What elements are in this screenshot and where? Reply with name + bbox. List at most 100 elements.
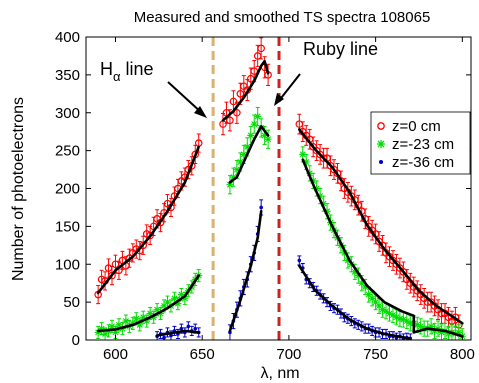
- data-point: [257, 44, 265, 53]
- y-tick-label: 100: [55, 256, 80, 273]
- data-point-stroke: [133, 315, 140, 322]
- annotation-ruby-label: Ruby line: [303, 39, 378, 59]
- data-point: [139, 241, 148, 250]
- data-point-stroke: [240, 151, 247, 158]
- data-point: [162, 335, 166, 340]
- y-tick-label: 350: [55, 67, 80, 84]
- data-point: [247, 131, 255, 139]
- x-axis-label: λ, nm: [260, 365, 299, 382]
- data-point-stroke: [400, 316, 407, 323]
- data-point-stroke: [171, 295, 178, 302]
- annotation-halpha-arrow: [167, 81, 204, 115]
- y-tick-label: 300: [55, 105, 80, 122]
- data-point-stroke: [115, 321, 122, 328]
- data-point: [254, 113, 262, 121]
- smoothed-line-z23: [228, 125, 270, 184]
- data-point-stroke: [237, 158, 244, 165]
- data-point: [233, 108, 241, 117]
- legend-label-z36: z=-36 cm: [392, 154, 454, 171]
- data-point: [226, 116, 234, 125]
- legend-label-z0: z=0 cm: [392, 118, 441, 135]
- data-point: [365, 291, 373, 299]
- data-point-stroke: [247, 132, 254, 139]
- annotation-halpha-h: H: [100, 59, 113, 79]
- data-point-stroke: [230, 174, 237, 181]
- chart-title: Measured and smoothed TS spectra 108065: [134, 9, 431, 26]
- smoothed-line-z0: [96, 145, 200, 295]
- data-point-stroke: [178, 291, 185, 298]
- x-tick-label: 700: [276, 346, 301, 363]
- data-point-stroke: [244, 143, 251, 150]
- data-point-stroke: [109, 323, 116, 330]
- axis-ticks: 600 650 700 750 800 0 50 100 150 200 250 300 350 400: [55, 29, 475, 363]
- legend-marker-point: [379, 160, 383, 164]
- annotation-ruby-arrowhead: [274, 93, 284, 106]
- data-point-stroke: [379, 306, 386, 313]
- y-tick-label: 150: [55, 218, 80, 235]
- y-tick-label: 250: [55, 143, 80, 160]
- plot-content: [94, 37, 466, 340]
- data-point-stroke: [122, 318, 129, 325]
- annotation-halpha-subscript: α: [113, 69, 121, 84]
- x-tick-label: 650: [190, 346, 215, 363]
- data-point-stroke: [383, 308, 390, 315]
- data-point: [108, 271, 116, 280]
- smoothed-line-z0: [297, 128, 464, 325]
- annotation-halpha: Hα line: [100, 59, 207, 118]
- smoothed-line-z36: [228, 209, 263, 333]
- x-tick-label: 800: [450, 346, 475, 363]
- data-point-stroke: [147, 310, 154, 317]
- smoothed-line-z0: [221, 59, 270, 122]
- annotation-halpha-arrowhead: [194, 106, 207, 118]
- data-point: [250, 120, 258, 128]
- x-tick-label: 750: [363, 346, 388, 363]
- data-point-stroke: [414, 321, 421, 328]
- data-point-stroke: [140, 314, 147, 321]
- annotation-ruby: Ruby line: [274, 39, 378, 106]
- data-point-stroke: [389, 312, 396, 318]
- x-tick-label: 600: [103, 346, 128, 363]
- y-tick-label: 200: [55, 181, 80, 198]
- y-axis-label: Number of photoelectrons: [10, 97, 27, 281]
- data-point-stroke: [403, 318, 410, 325]
- data-point-stroke: [393, 314, 400, 321]
- data-point: [193, 326, 198, 331]
- plot-area: [94, 37, 466, 340]
- legend: z=0 cm z=-23 cm z=-36 cm: [370, 111, 471, 175]
- data-point-stroke: [386, 310, 393, 317]
- data-point-stroke: [372, 299, 379, 306]
- data-point: [229, 97, 238, 106]
- y-tick-label: 50: [63, 294, 80, 311]
- data-point-stroke: [174, 300, 181, 307]
- y-tick-label: 400: [55, 29, 80, 46]
- legend-marker-asterisk: [377, 140, 385, 148]
- data-point-stroke: [254, 113, 261, 120]
- data-point: [368, 294, 376, 302]
- data-point: [264, 135, 272, 143]
- legend-box: [370, 111, 471, 175]
- data-point: [179, 326, 184, 331]
- data-point-stroke: [299, 151, 306, 158]
- legend-label-z23: z=-23 cm: [392, 136, 454, 153]
- data-point-stroke: [226, 181, 233, 188]
- y-tick-label: 0: [72, 332, 80, 349]
- smoothed-line-z23: [301, 158, 464, 338]
- annotation-halpha-suffix: line: [121, 59, 154, 79]
- data-point-stroke: [369, 295, 376, 302]
- smoothed-line-z36: [155, 329, 200, 337]
- data-point-stroke: [164, 299, 171, 306]
- data-point-stroke: [251, 121, 258, 128]
- legend-marker-circle: [377, 122, 385, 130]
- data-point: [297, 258, 302, 263]
- data-point-stroke: [265, 136, 272, 143]
- annotation-halpha-label: Hα line: [100, 59, 154, 84]
- data-point: [186, 324, 191, 329]
- data-point: [122, 317, 130, 325]
- smoothed-line-z36: [297, 264, 412, 340]
- data-point: [299, 150, 307, 158]
- data-point: [259, 205, 263, 210]
- data-point-stroke: [233, 166, 240, 173]
- data-point-stroke: [417, 323, 424, 330]
- data-point-stroke: [376, 302, 383, 309]
